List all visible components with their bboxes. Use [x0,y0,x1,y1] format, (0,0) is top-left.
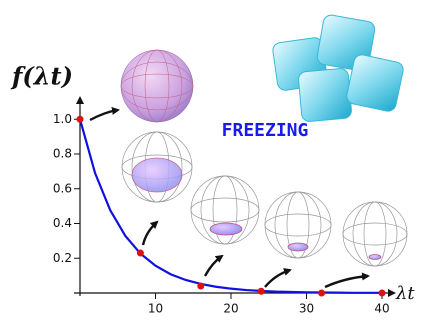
annotation: FREEZING [222,120,309,141]
wire-sphere [264,191,332,259]
wire-sphere [190,175,260,245]
data-point [76,115,84,123]
data-point [136,249,144,257]
arrow [141,220,159,246]
y-tick-label: 1.0 [53,112,72,126]
x-axis-title: λt [395,283,415,304]
arrow [89,106,120,122]
curve [78,118,382,294]
arrow [264,268,292,288]
y-axis-title: f(λt) [10,62,73,91]
x-tick-label: 10 [148,302,163,316]
x-tick-label: 20 [223,302,238,316]
x-tick-label: 40 [374,302,389,316]
arrow [324,272,370,289]
y-tick-label: 0.4 [53,216,72,230]
y-tick-label: 0.8 [53,147,72,161]
x-tick-label: 30 [299,302,314,316]
y-tick-label: 0.6 [53,181,72,195]
arrow [203,254,224,277]
data-point [257,287,265,295]
wire-sphere [121,131,193,203]
y-axis-arrow [76,96,84,104]
data-point [197,282,205,290]
x-axis-arrow [388,289,396,297]
data-point [318,289,326,297]
wire-sphere [342,201,408,267]
ice-cubes [272,14,404,122]
solid-sphere [120,49,194,123]
y-tick-label: 0.2 [53,251,72,265]
data-point [378,289,386,297]
